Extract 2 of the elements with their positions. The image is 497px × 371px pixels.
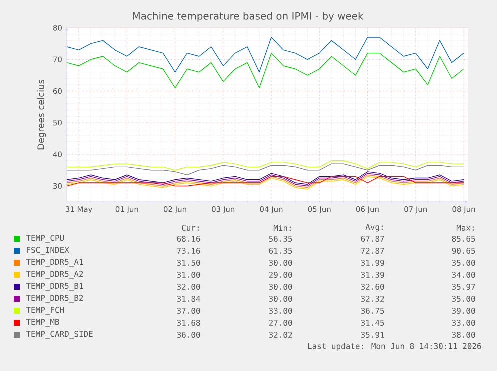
- chart-title: Machine temperature based on IPMI - by week: [133, 12, 364, 22]
- y-axis-title: Degrees celcius: [37, 80, 46, 150]
